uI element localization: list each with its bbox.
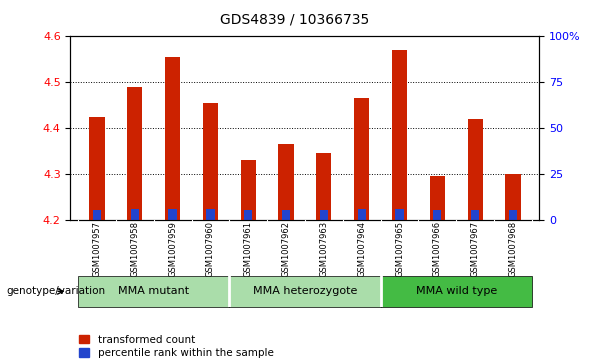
- Text: MMA mutant: MMA mutant: [118, 286, 189, 296]
- Bar: [206, 209, 215, 220]
- Text: GSM1007967: GSM1007967: [471, 221, 479, 277]
- Text: GSM1007962: GSM1007962: [281, 221, 291, 277]
- Bar: [78, 276, 229, 307]
- Bar: [229, 276, 381, 307]
- Bar: [131, 209, 139, 220]
- Bar: [395, 209, 404, 220]
- Text: GDS4839 / 10366735: GDS4839 / 10366735: [219, 13, 369, 27]
- Text: GSM1007959: GSM1007959: [168, 221, 177, 277]
- Bar: [128, 87, 142, 220]
- Bar: [169, 209, 177, 220]
- Bar: [468, 119, 482, 220]
- Bar: [89, 117, 105, 220]
- Text: GSM1007968: GSM1007968: [508, 221, 517, 277]
- Bar: [381, 276, 532, 307]
- Bar: [241, 160, 256, 220]
- Bar: [316, 153, 332, 220]
- Text: MMA wild type: MMA wild type: [416, 286, 497, 296]
- Bar: [354, 98, 369, 220]
- Text: GSM1007965: GSM1007965: [395, 221, 404, 277]
- Bar: [433, 211, 441, 220]
- Text: GSM1007964: GSM1007964: [357, 221, 366, 277]
- Bar: [93, 211, 101, 220]
- Text: GSM1007961: GSM1007961: [244, 221, 253, 277]
- Bar: [282, 211, 290, 220]
- Bar: [165, 57, 180, 220]
- Legend: transformed count, percentile rank within the sample: transformed count, percentile rank withi…: [78, 335, 273, 358]
- Text: GSM1007958: GSM1007958: [131, 221, 139, 277]
- Text: MMA heterozygote: MMA heterozygote: [253, 286, 357, 296]
- Bar: [509, 211, 517, 220]
- Bar: [278, 144, 294, 220]
- Bar: [430, 176, 445, 220]
- Bar: [392, 50, 407, 220]
- Bar: [505, 174, 520, 220]
- Text: GSM1007960: GSM1007960: [206, 221, 215, 277]
- Text: genotype/variation: genotype/variation: [6, 286, 105, 296]
- Text: GSM1007966: GSM1007966: [433, 221, 442, 277]
- Bar: [357, 209, 366, 220]
- Bar: [471, 211, 479, 220]
- Bar: [320, 211, 328, 220]
- Bar: [203, 103, 218, 220]
- Text: GSM1007963: GSM1007963: [319, 221, 329, 277]
- Text: GSM1007957: GSM1007957: [93, 221, 102, 277]
- Bar: [244, 211, 253, 220]
